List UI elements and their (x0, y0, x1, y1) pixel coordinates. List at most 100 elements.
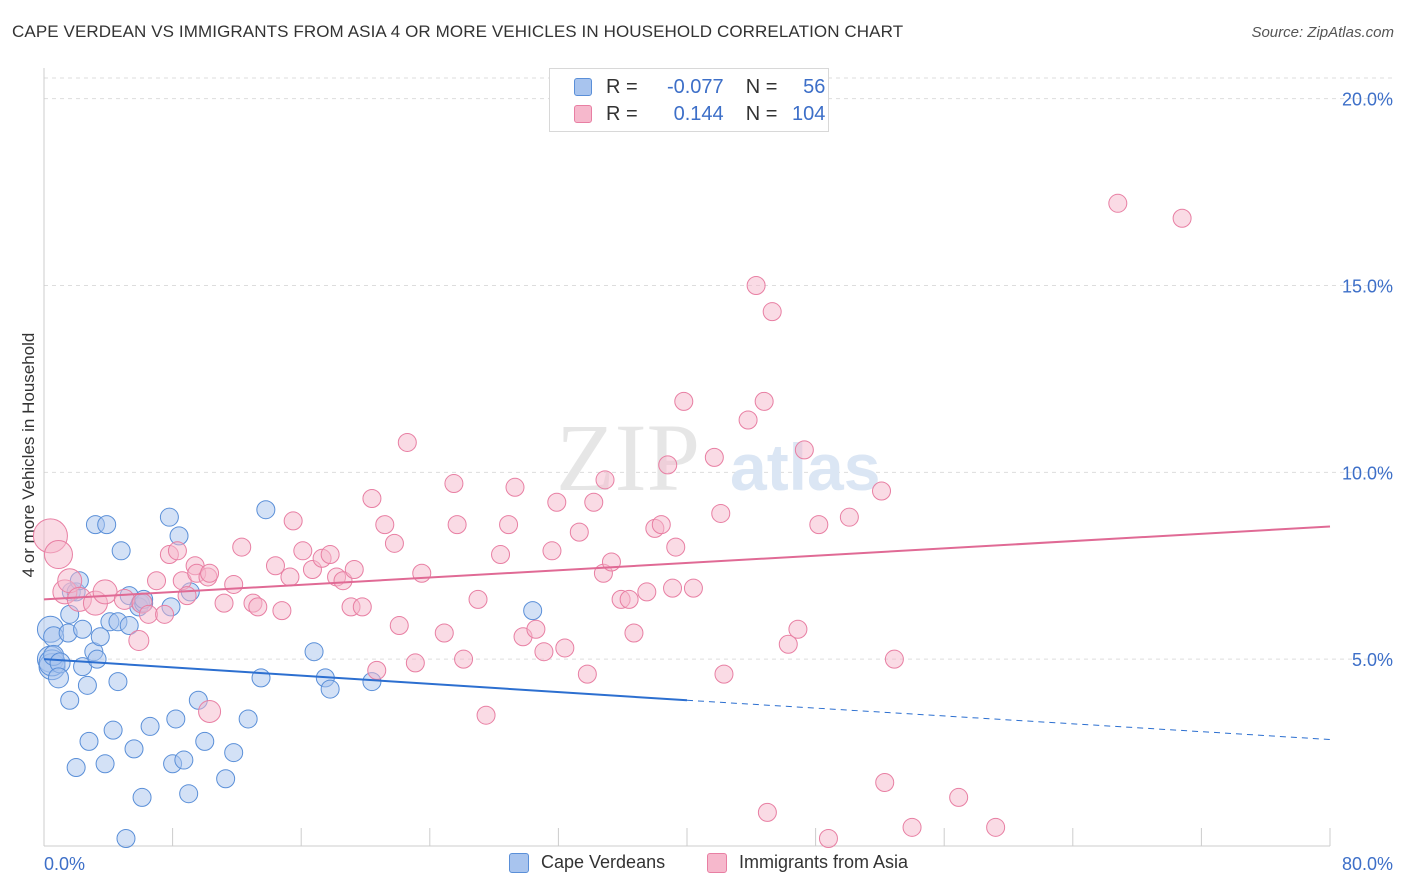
cape-verdean-point (116, 829, 136, 849)
immigrant-asia-point (444, 474, 464, 494)
immigrant-asia-point (505, 477, 525, 497)
legend-n-label: N = (745, 75, 778, 98)
immigrant-asia-point (818, 829, 838, 849)
cape-verdean-point (140, 716, 160, 736)
legend-swatch-blue (574, 78, 592, 96)
legend-r-value: -0.077 (666, 75, 724, 98)
immigrant-asia-point (476, 705, 496, 725)
immigrant-asia-point (293, 541, 313, 561)
immigrant-asia-point (454, 649, 474, 669)
legend-r-label: R = (606, 102, 638, 125)
immigrant-asia-point (757, 802, 777, 822)
cape-verdean-point (523, 601, 543, 621)
cape-verdean-point (73, 619, 93, 639)
immigrant-asia-point (1172, 208, 1192, 228)
legend-n-label: N = (745, 102, 778, 125)
legend-r-value: 0.144 (673, 102, 724, 125)
bottom-legend-swatch-blue (509, 852, 529, 873)
immigrant-asia-point (92, 579, 118, 605)
immigrant-asia-point (666, 537, 686, 557)
bottom-legend-label: Cape Verdeans (541, 852, 666, 872)
chart-source: Source: ZipAtlas.com (1251, 24, 1394, 41)
x-tick-label: 0.0% (44, 854, 85, 874)
immigrant-asia-point (384, 533, 404, 553)
bottom-legend-cape-verdeans: Cape Verdeans (509, 852, 665, 873)
legend-n-value: 56 (803, 75, 826, 98)
cape-verdean-point (159, 507, 179, 527)
cape-verdean-point (103, 720, 123, 740)
cape-verdean-point (224, 743, 244, 763)
legend-r-label: R = (606, 75, 638, 98)
correlation-legend: R = -0.077 N = 56 R = 0.144 N = 104 (549, 68, 829, 132)
immigrant-asia-point (754, 391, 774, 411)
immigrant-asia-point (362, 488, 382, 508)
immigrant-asia-point (468, 589, 488, 609)
cape-verdean-point (174, 750, 194, 770)
immigrant-asia-point (352, 597, 372, 617)
cape-verdean-point (111, 541, 131, 561)
immigrant-asia-point (232, 537, 252, 557)
cape-verdean-point (79, 731, 99, 751)
immigrant-asia-point (809, 515, 829, 535)
immigrant-asia-point (875, 772, 895, 792)
immigrant-asia-point (167, 541, 187, 561)
cape-verdean-point (97, 515, 117, 535)
cape-verdean-trendline (43, 658, 688, 702)
legend-n-value: 104 (792, 102, 826, 125)
immigrant-asia-point (788, 619, 808, 639)
immigrant-asia-point (663, 578, 683, 598)
immigrant-asia-point (214, 593, 234, 613)
cape-verdean-point (216, 769, 236, 789)
immigrant-asia-point (447, 515, 467, 535)
immigrant-asia-point (224, 574, 244, 594)
immigrant-asia-point (405, 653, 425, 673)
immigrant-asia-point (375, 515, 395, 535)
immigrant-asia-point (872, 481, 892, 501)
immigrant-asia-point (704, 447, 724, 467)
immigrant-asia-point (272, 601, 292, 621)
immigrant-asia-point (738, 410, 758, 430)
y-tick-label: 5.0% (1352, 650, 1393, 670)
immigrant-asia-point (658, 455, 678, 475)
y-tick-label: 20.0% (1342, 90, 1393, 110)
immigrant-asia-point (711, 503, 731, 523)
immigrant-asia-point (412, 563, 432, 583)
immigrant-asia-point (491, 545, 511, 565)
immigrant-asia-point (637, 582, 657, 602)
immigrant-asia-point (389, 616, 409, 636)
immigrant-asia-point (555, 638, 575, 658)
immigrant-asia-point (397, 432, 417, 452)
cape-verdean-point (166, 709, 186, 729)
cape-verdean-point (179, 784, 199, 804)
immigrant-asia-point (542, 541, 562, 561)
immigrant-asia-point (651, 515, 671, 535)
immigrant-asia-point (714, 664, 734, 684)
immigrant-asia-point (674, 391, 694, 411)
chart-title: CAPE VERDEAN VS IMMIGRANTS FROM ASIA 4 O… (12, 22, 904, 41)
immigrant-asia-point (547, 492, 567, 512)
immigrant-asia-point (147, 571, 167, 591)
immigrant-asia-point (138, 604, 158, 624)
immigrant-asia-point (200, 563, 220, 583)
immigrant-asia-point (113, 588, 135, 610)
cape-verdean-point (238, 709, 258, 729)
cape-verdean-point (195, 731, 215, 751)
y-tick-label: 15.0% (1342, 277, 1393, 297)
immigrant-asia-point (619, 589, 639, 609)
bottom-legend-immigrants-asia: Immigrants from Asia (707, 852, 908, 873)
cape-verdean-point (60, 690, 80, 710)
legend-row-cape-verdeans: R = -0.077 N = 56 (574, 75, 825, 99)
cape-verdean-point (77, 675, 97, 695)
bottom-legend-swatch-pink (707, 852, 727, 873)
immigrant-asia-point (762, 302, 782, 322)
immigrant-asia-point (577, 664, 597, 684)
immigrant-asia-point (884, 649, 904, 669)
immigrant-asia-point (949, 787, 969, 807)
cape-verdean-point (132, 787, 152, 807)
cape-verdean-point (95, 754, 115, 774)
immigrant-asia-point (584, 492, 604, 512)
immigrant-asia-point (177, 586, 197, 606)
cape-verdean-point (124, 739, 144, 759)
immigrant-asia-point (333, 571, 353, 591)
